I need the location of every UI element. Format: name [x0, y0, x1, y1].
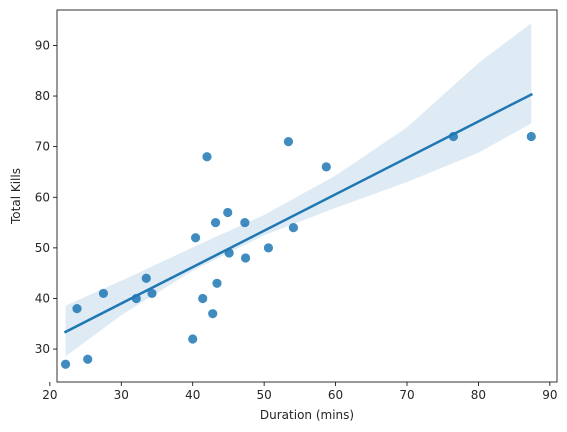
x-tick-label: 30	[114, 388, 129, 402]
x-tick-label: 50	[257, 388, 272, 402]
x-tick-label: 80	[471, 388, 486, 402]
x-axis-label: Duration (mins)	[260, 408, 354, 422]
y-tick-label: 40	[35, 291, 50, 305]
y-tick-label: 70	[35, 140, 50, 154]
data-point	[83, 354, 93, 364]
data-point	[98, 288, 109, 299]
data-point	[60, 359, 71, 369]
y-tick-label: 60	[35, 190, 50, 204]
y-axis-label: Total Kills	[9, 168, 23, 225]
data-point	[208, 309, 218, 319]
y-tick-label: 30	[35, 342, 50, 356]
data-point	[240, 217, 250, 228]
data-point	[198, 293, 208, 304]
confidence-band-layer	[65, 23, 532, 357]
x-tick-label: 20	[42, 388, 57, 402]
x-tick-label: 60	[328, 388, 343, 402]
data-point	[283, 136, 294, 147]
y-tick-label: 80	[35, 89, 50, 103]
data-point	[147, 288, 157, 299]
data-point	[131, 293, 141, 304]
data-point	[202, 152, 212, 162]
data-point	[190, 233, 201, 243]
data-point	[224, 248, 234, 258]
data-point	[240, 253, 251, 263]
data-point	[212, 278, 222, 288]
x-tick-label: 70	[399, 388, 414, 402]
data-point	[288, 223, 299, 233]
data-points-layer	[60, 131, 536, 369]
confidence-band	[65, 23, 532, 357]
data-point	[72, 304, 82, 314]
data-point	[210, 217, 221, 228]
y-tick-label: 90	[35, 38, 50, 52]
x-tick-label: 90	[542, 388, 557, 402]
axes: 20 30 40 50 60 70 80 90 30 40 50 60 70 80 90	[35, 9, 558, 402]
data-point	[141, 273, 151, 283]
data-point	[223, 207, 233, 218]
data-point	[263, 243, 274, 253]
plot-frame	[56, 9, 558, 383]
data-point	[188, 334, 198, 344]
data-point	[526, 131, 536, 142]
x-tick-label: 40	[185, 388, 200, 402]
data-point	[321, 162, 331, 172]
y-tick-label: 50	[35, 241, 50, 255]
data-point	[448, 131, 459, 142]
